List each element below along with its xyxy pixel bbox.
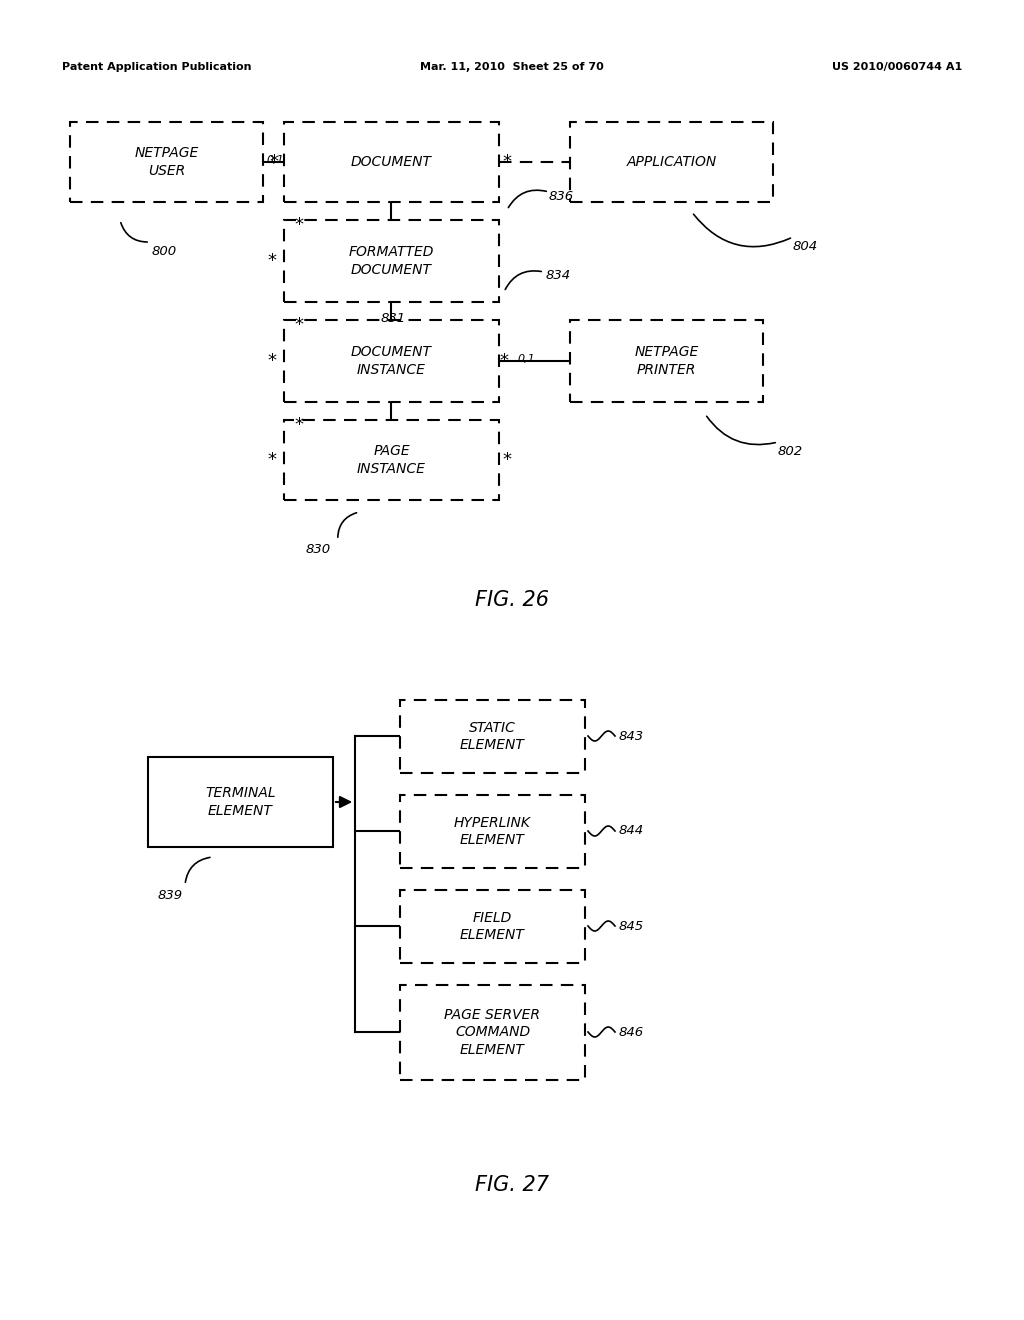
Text: *: * <box>295 416 303 434</box>
Text: STATIC
ELEMENT: STATIC ELEMENT <box>460 721 525 752</box>
Text: *: * <box>267 352 276 370</box>
Text: *: * <box>267 252 276 271</box>
Bar <box>284 121 499 202</box>
Bar <box>400 795 585 869</box>
Text: 843: 843 <box>618 730 644 742</box>
Text: *: * <box>500 352 509 370</box>
Text: HYPERLINK
ELEMENT: HYPERLINK ELEMENT <box>454 816 531 847</box>
Text: FIELD
ELEMENT: FIELD ELEMENT <box>460 911 525 942</box>
Text: *: * <box>269 153 279 172</box>
Bar <box>70 121 263 202</box>
Text: Patent Application Publication: Patent Application Publication <box>62 62 252 73</box>
Text: *: * <box>503 153 512 172</box>
Bar <box>400 985 585 1080</box>
Text: 800: 800 <box>152 246 177 257</box>
Text: 844: 844 <box>618 825 644 837</box>
Text: 804: 804 <box>793 240 818 253</box>
Bar <box>284 420 499 500</box>
Bar <box>570 319 763 403</box>
Text: 839: 839 <box>158 888 182 902</box>
Text: DOCUMENT: DOCUMENT <box>351 154 432 169</box>
Text: US 2010/0060744 A1: US 2010/0060744 A1 <box>831 62 962 73</box>
Bar <box>284 319 499 403</box>
Text: TERMINAL
ELEMENT: TERMINAL ELEMENT <box>205 787 275 817</box>
Text: 831: 831 <box>381 312 407 325</box>
Text: PAGE SERVER
COMMAND
ELEMENT: PAGE SERVER COMMAND ELEMENT <box>444 1008 541 1057</box>
Bar <box>148 756 333 847</box>
Text: *: * <box>503 451 512 469</box>
Text: *: * <box>295 315 303 334</box>
Text: 846: 846 <box>618 1026 644 1039</box>
Text: *: * <box>267 451 276 469</box>
Text: APPLICATION: APPLICATION <box>627 154 717 169</box>
Bar <box>400 890 585 964</box>
Text: FORMATTED
DOCUMENT: FORMATTED DOCUMENT <box>349 246 434 277</box>
Text: PAGE
INSTANCE: PAGE INSTANCE <box>357 445 426 475</box>
Bar <box>284 220 499 302</box>
Text: 830: 830 <box>305 543 331 556</box>
Text: *: * <box>295 216 303 234</box>
Text: 0,1: 0,1 <box>266 154 284 165</box>
Text: 834: 834 <box>546 269 571 282</box>
Text: NETPAGE
USER: NETPAGE USER <box>134 147 199 178</box>
Text: Mar. 11, 2010  Sheet 25 of 70: Mar. 11, 2010 Sheet 25 of 70 <box>420 62 604 73</box>
Bar <box>570 121 773 202</box>
Text: FIG. 26: FIG. 26 <box>475 590 549 610</box>
Text: 0,1: 0,1 <box>517 354 535 364</box>
Text: FIG. 27: FIG. 27 <box>475 1175 549 1195</box>
Bar <box>400 700 585 774</box>
Text: 802: 802 <box>778 445 803 458</box>
Text: 845: 845 <box>618 920 644 932</box>
Text: DOCUMENT
INSTANCE: DOCUMENT INSTANCE <box>351 346 432 376</box>
Text: 836: 836 <box>549 190 574 203</box>
Text: NETPAGE
PRINTER: NETPAGE PRINTER <box>635 346 698 376</box>
